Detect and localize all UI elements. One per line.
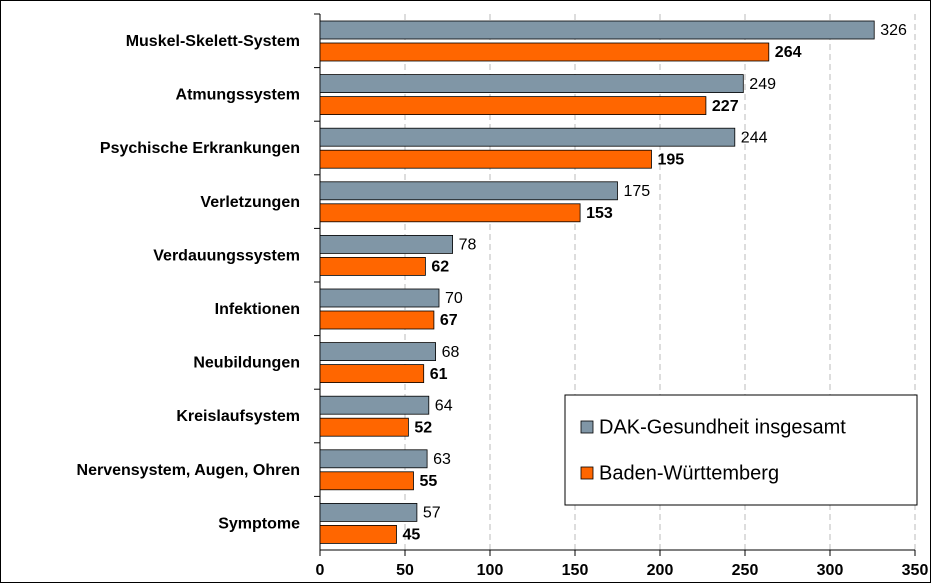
y-tick-label: Verdauungssystem <box>153 247 300 264</box>
y-tick-label: Infektionen <box>215 301 300 318</box>
y-tick-label: Muskel-Skelett-System <box>126 33 300 50</box>
bar <box>319 127 736 147</box>
bar <box>319 342 436 362</box>
legend-label: DAK-Gesundheit insgesamt <box>599 416 846 438</box>
value-label: 175 <box>624 183 651 200</box>
bar <box>319 395 430 415</box>
value-label: 45 <box>403 527 421 544</box>
bar <box>319 449 428 469</box>
value-label: 244 <box>741 129 768 146</box>
legend-swatch <box>580 420 594 434</box>
y-tick-label: Neubildungen <box>193 355 300 372</box>
x-tick-label: 50 <box>396 562 414 579</box>
value-label: 63 <box>433 451 451 468</box>
bar <box>319 256 426 276</box>
value-label: 52 <box>414 419 432 436</box>
value-label: 68 <box>442 344 460 361</box>
bar <box>319 417 409 437</box>
bar <box>319 42 770 62</box>
value-label: 67 <box>440 312 458 329</box>
value-label: 70 <box>445 290 463 307</box>
bar <box>319 364 425 384</box>
x-tick-label: 350 <box>902 562 929 579</box>
bar <box>319 74 744 93</box>
value-label: 62 <box>431 259 449 276</box>
value-label: 264 <box>775 44 802 61</box>
legend-swatch <box>580 466 594 480</box>
value-label: 55 <box>420 473 438 490</box>
y-tick-label: Psychische Erkrankungen <box>100 140 300 157</box>
legend-box <box>564 394 918 506</box>
value-label: 195 <box>658 151 685 168</box>
y-tick-label: Symptome <box>218 515 300 532</box>
value-label: 153 <box>586 205 613 222</box>
bar <box>319 502 418 522</box>
x-tick-label: 250 <box>732 562 759 579</box>
value-label: 57 <box>423 505 441 522</box>
x-tick-label: 100 <box>477 562 504 579</box>
value-label: 78 <box>459 237 477 254</box>
x-tick-label: 0 <box>316 562 325 579</box>
x-tick-label: 150 <box>562 562 589 579</box>
value-label: 326 <box>880 22 907 39</box>
bar <box>319 234 454 254</box>
legend-label: Baden-Württemberg <box>599 462 779 484</box>
bar <box>319 471 414 491</box>
bar <box>319 96 707 115</box>
bar <box>319 310 435 330</box>
value-label: 227 <box>712 98 739 115</box>
value-label: 61 <box>430 366 448 383</box>
y-tick-label: Nervensystem, Augen, Ohren <box>77 462 300 479</box>
y-tick-label: Kreislaufsystem <box>176 408 300 425</box>
bar <box>319 20 875 40</box>
y-tick-label: Verletzungen <box>200 194 300 211</box>
value-label: 249 <box>749 76 776 93</box>
bar <box>319 203 581 223</box>
x-tick-label: 200 <box>647 562 674 579</box>
bar <box>319 288 440 308</box>
bar <box>319 525 397 544</box>
bar <box>319 149 652 169</box>
bar <box>319 181 618 201</box>
y-tick-label: Atmungssystem <box>176 87 300 104</box>
x-tick-label: 300 <box>817 562 844 579</box>
value-label: 64 <box>435 397 453 414</box>
